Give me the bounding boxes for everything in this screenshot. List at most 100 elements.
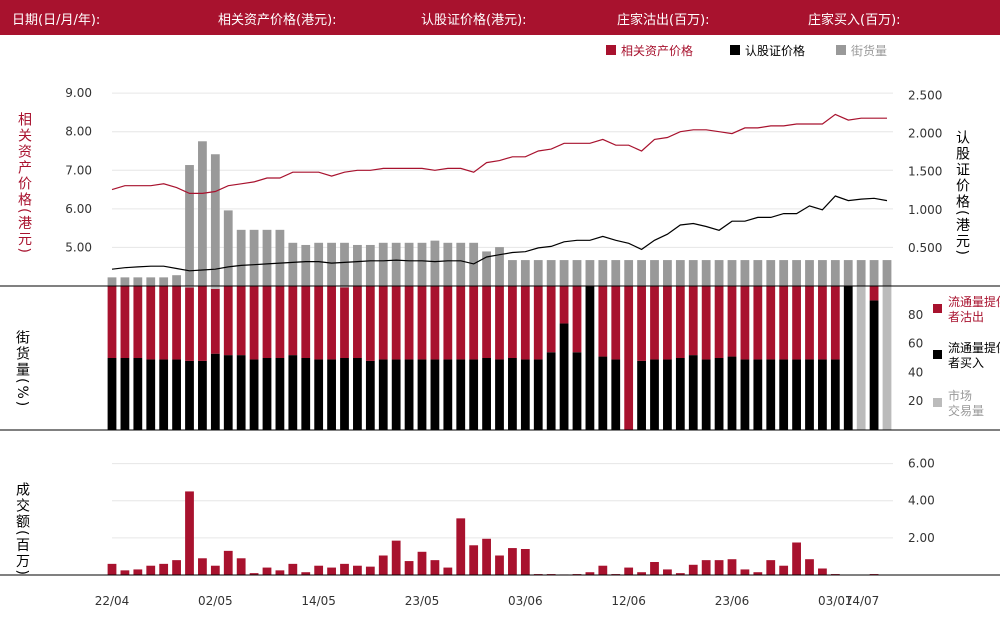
outstanding-bar [262, 229, 272, 286]
pct-tick-label: 80 [908, 308, 923, 322]
sell-bar [688, 286, 698, 356]
sell-bar [378, 286, 388, 360]
outstanding-bar [546, 260, 556, 286]
outstanding-bar [482, 251, 491, 286]
turnover-bar [688, 564, 698, 575]
sell-bar [120, 286, 130, 358]
outstanding-bar [314, 242, 324, 286]
buy-bar [133, 358, 143, 430]
left-axis-title-b: (港元) [16, 208, 32, 255]
underlying-price-line [111, 113, 887, 194]
sell-bar [663, 286, 672, 360]
legend-buy-line2: 者买入 [948, 356, 984, 370]
sell-bar [249, 286, 259, 360]
buy-bar [249, 359, 259, 430]
sell-bar [559, 286, 569, 324]
outstanding-bar [417, 242, 427, 286]
pct-tick-label: 20 [908, 394, 923, 408]
right-tick-label: 0.500 [908, 241, 942, 255]
buy-bar [830, 359, 840, 430]
turnover-bar [391, 540, 401, 575]
legend-buy-label: 流通量提供 者买入 [948, 340, 1000, 370]
x-tick-label: 02/05 [198, 594, 233, 608]
buy-bar [663, 359, 672, 430]
outstanding-bar [133, 277, 143, 286]
buy-bar [314, 359, 324, 430]
top-legend: 相关资产价格 认股证价格 街货量 [606, 43, 887, 58]
right-axis-title-b: (港元) [954, 210, 970, 257]
legend-outstanding-label: 街货量 [851, 43, 887, 58]
issuer-buy-label: 庄家买入(百万): [808, 13, 901, 28]
left-axis-title-a: 相关资产价格 [16, 112, 32, 208]
turnover-bar [650, 562, 659, 575]
sell-bar [766, 286, 776, 360]
outstanding-panel [107, 286, 892, 430]
buy-bar [185, 360, 194, 430]
outstanding-bar [650, 260, 659, 286]
sell-bar [572, 286, 582, 353]
turnover-bar [133, 569, 143, 575]
turnover-bar [314, 565, 324, 575]
left-tick-label: 9.00 [65, 86, 92, 100]
sell-bar [714, 286, 724, 358]
x-tick-label: 23/06 [715, 594, 750, 608]
outstanding-bar [598, 260, 608, 286]
sell-bar [443, 286, 453, 360]
warrant-price-label: 认股证价格(港元): [421, 13, 527, 28]
buy-bar [120, 358, 130, 430]
turnover-bar [766, 560, 776, 575]
turnover-tick-label: 6.00 [908, 457, 935, 471]
turnover-panel [107, 491, 879, 575]
sell-bar [353, 286, 362, 358]
turnover-bar [740, 569, 750, 575]
turnover-bar [236, 558, 246, 575]
buy-bar [675, 358, 685, 430]
issuer-sell-label: 庄家沽出(百万): [617, 13, 710, 28]
buy-bar [378, 359, 388, 430]
buy-bar [443, 359, 453, 430]
outstanding-bar [882, 260, 892, 286]
buy-bar [650, 359, 659, 430]
market-bar [340, 286, 349, 288]
turnover-bar [353, 565, 362, 575]
outstanding-bar [391, 242, 401, 286]
turnover-bar [482, 538, 491, 575]
pct-tick-label: 40 [908, 365, 923, 379]
buy-bar [753, 359, 763, 430]
sell-bar [172, 286, 181, 360]
buy-bar [469, 359, 479, 430]
outstanding-bar [159, 277, 169, 286]
price-panel [107, 113, 892, 286]
turnover-bar [365, 566, 375, 575]
sell-bar [301, 286, 311, 358]
turnover-bar [585, 572, 595, 575]
legend-warrant-swatch [730, 45, 740, 55]
left-axis-title: 相关资产价格(港元) [14, 112, 34, 255]
x-tick-label: 03/07 [818, 594, 853, 608]
sell-bar [598, 286, 608, 357]
turnover-tick-label: 4.00 [908, 494, 935, 508]
outstanding-bar [675, 260, 685, 286]
sell-bar [546, 286, 556, 353]
turnover-bar [172, 560, 181, 575]
market-bar [185, 286, 194, 288]
x-tick-label: 12/06 [611, 594, 646, 608]
outstanding-bar [559, 260, 569, 286]
buy-bar [146, 359, 156, 430]
turnover-bar [340, 563, 349, 575]
buy-bar [275, 358, 285, 430]
legend-underlying-swatch [606, 45, 616, 55]
sell-bar [624, 286, 634, 430]
outstanding-bar [624, 260, 634, 286]
legend-market-line1: 市场 [948, 388, 972, 403]
buy-bar [456, 359, 466, 430]
outstanding-bar [856, 260, 866, 286]
outstanding-bar [288, 242, 298, 286]
legend-warrant-label: 认股证价格 [745, 43, 805, 58]
x-tick-label: 22/04 [95, 594, 130, 608]
axes: 5.006.007.008.009.000.5001.0001.5002.000… [0, 86, 1000, 608]
sell-bar [146, 286, 156, 360]
turnover-bar [430, 560, 440, 575]
header-bar: 日期(日/月/年): 相关资产价格(港元): 认股证价格(港元): 庄家沽出(百… [0, 0, 1000, 35]
